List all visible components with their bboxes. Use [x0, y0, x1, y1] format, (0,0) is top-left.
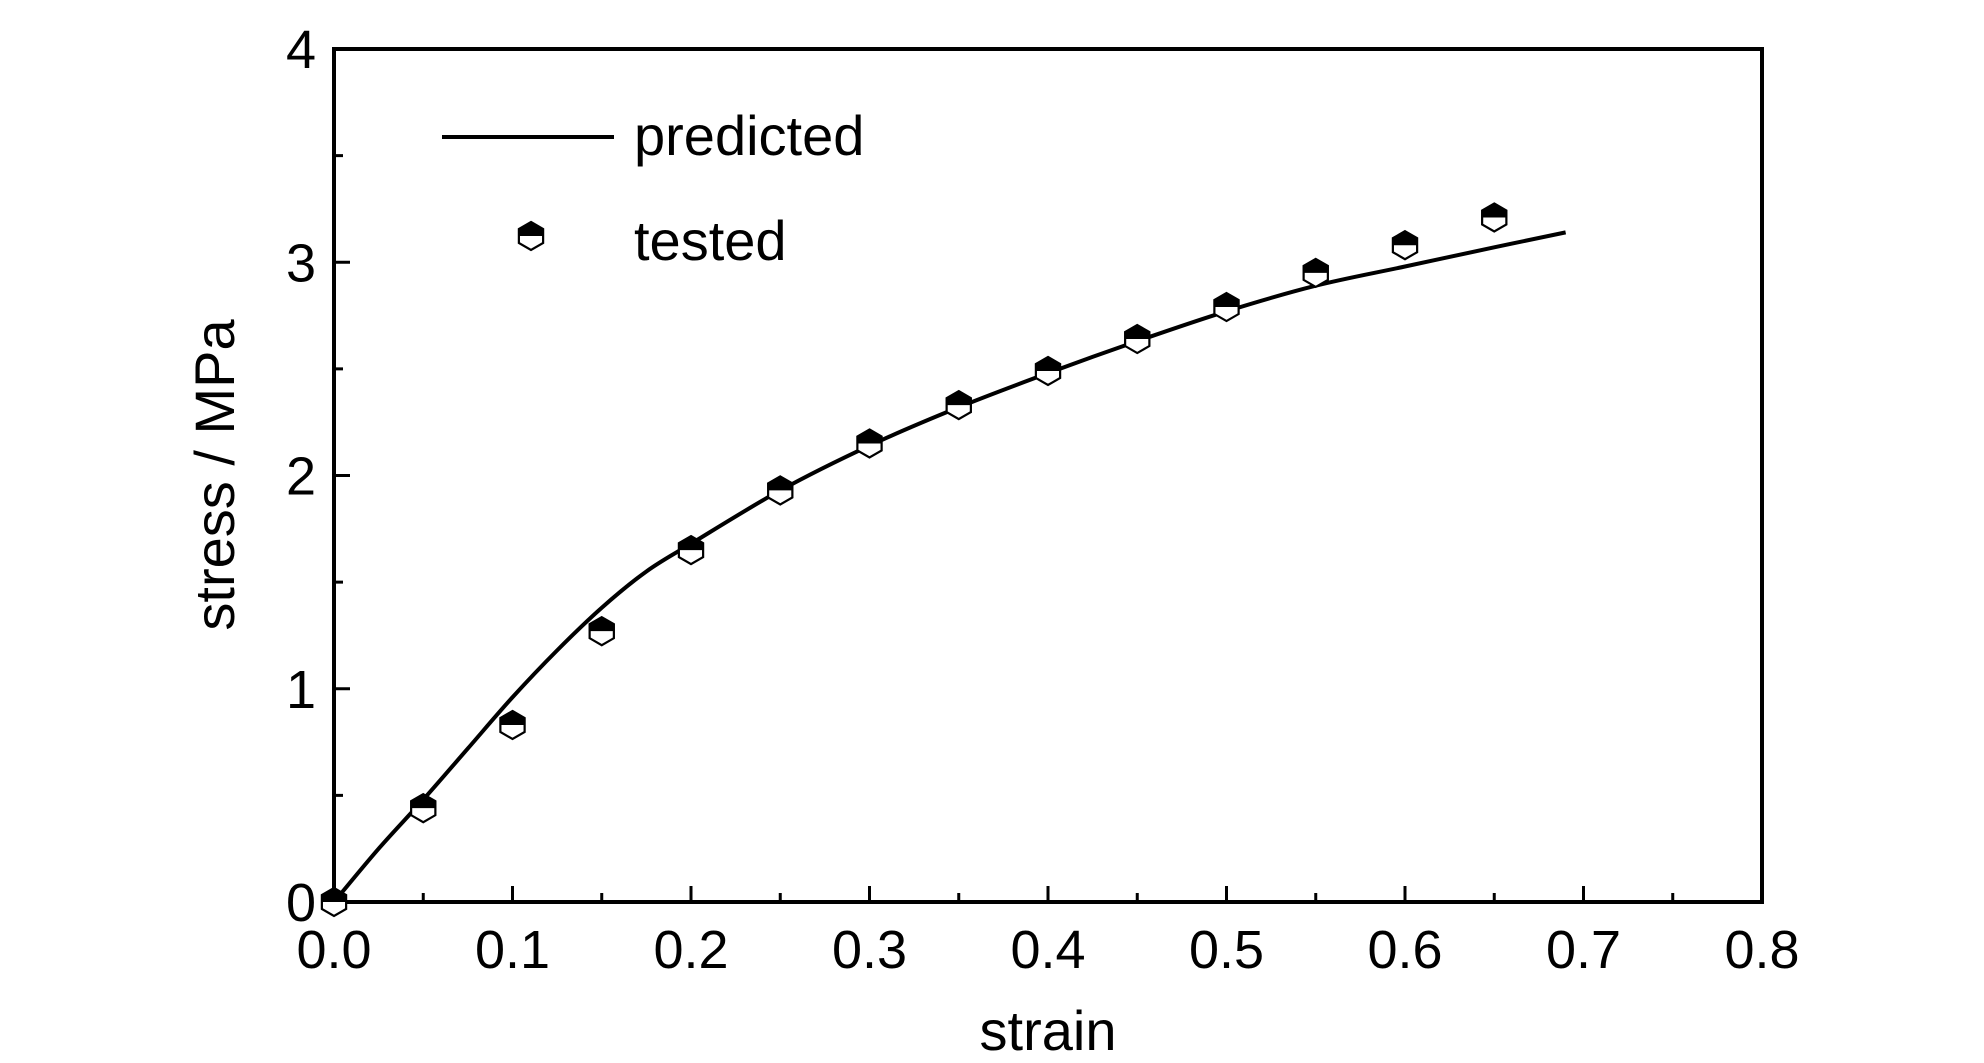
x-tick-label: 0.7	[1546, 920, 1621, 980]
y-tick-label: 0	[286, 873, 316, 933]
tested-point	[320, 886, 348, 918]
legend-label-tested: tested	[634, 209, 787, 272]
tested-point	[1391, 229, 1419, 261]
tested-point	[410, 792, 437, 824]
y-tick-label: 4	[286, 20, 316, 80]
tested-point	[588, 615, 615, 647]
y-axis-title: stress / MPa	[183, 319, 246, 631]
y-tick-label: 3	[286, 233, 316, 293]
tested-point	[1124, 323, 1151, 355]
tested-point	[1481, 202, 1508, 233]
x-axis-title: strain	[980, 999, 1117, 1062]
legend-label-predicted: predicted	[634, 104, 864, 167]
tested-point	[1213, 291, 1240, 323]
y-axis-ticks: 0 1 2 3 4	[286, 20, 350, 933]
x-tick-label: 0.5	[1189, 920, 1264, 980]
x-axis-ticks: 0.0 0.1 0.2 0.3 0.4 0.5 0.6 0.7 0.8	[296, 886, 1800, 980]
legend-marker-swatch	[517, 220, 545, 252]
tested-point	[767, 475, 794, 506]
predicted-series	[332, 230, 1567, 904]
x-tick-label: 0.3	[832, 920, 907, 980]
x-tick-label: 0.6	[1367, 920, 1442, 980]
x-tick-label: 0.0	[296, 920, 371, 980]
tested-series	[320, 202, 1508, 918]
tested-point	[856, 428, 883, 459]
x-tick-label: 0.4	[1010, 920, 1085, 980]
y-tick-label: 2	[286, 447, 316, 507]
plot-frame	[332, 47, 1764, 904]
legend: predicted tested	[442, 104, 864, 272]
tested-point	[499, 709, 526, 741]
tested-point	[1302, 257, 1329, 289]
tested-point	[1034, 355, 1062, 387]
tested-point	[677, 534, 705, 566]
x-tick-label: 0.8	[1724, 920, 1799, 980]
y-tick-label: 1	[286, 660, 316, 720]
x-tick-label: 0.2	[653, 920, 728, 980]
x-tick-label: 0.1	[475, 920, 550, 980]
predicted-line	[332, 230, 1567, 904]
tested-point	[945, 389, 972, 421]
legend-marker	[517, 220, 545, 252]
